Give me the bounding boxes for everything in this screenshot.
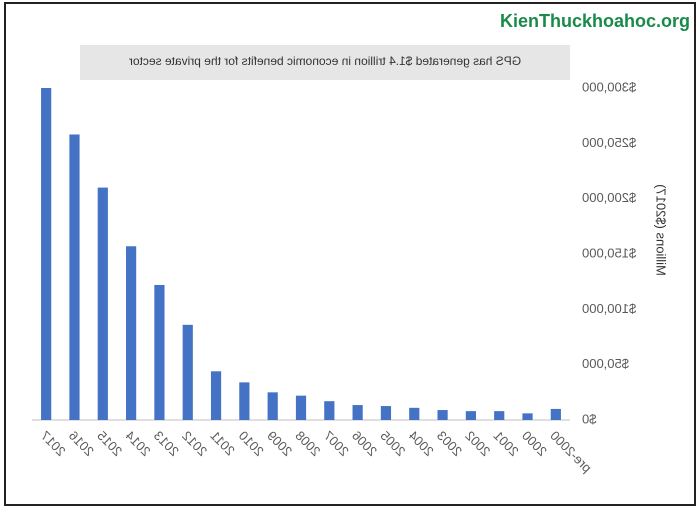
bar	[324, 401, 335, 420]
bar	[267, 392, 278, 420]
bar	[550, 408, 561, 420]
bar	[380, 406, 392, 420]
y-tick-label: $0	[582, 411, 596, 426]
bar	[437, 410, 448, 420]
bar	[182, 324, 193, 420]
bar	[154, 284, 165, 420]
watermark: KienThuckhoahoc.org	[500, 11, 690, 31]
y-tick-label: $200,000	[582, 190, 636, 205]
y-tick-label: $300,000	[582, 79, 636, 94]
y-tick-label: $100,000	[582, 301, 636, 316]
chart-title: GPS has generated $1.4 trillion in econo…	[129, 54, 521, 68]
bar	[352, 405, 363, 420]
bar	[522, 413, 533, 420]
y-axis-title: Millions ($2017)	[654, 184, 669, 276]
bar	[409, 407, 420, 420]
frame	[4, 2, 696, 506]
bar	[97, 187, 108, 420]
y-tick-label: $150,000	[582, 245, 636, 260]
bar	[126, 246, 137, 420]
bar	[69, 134, 80, 421]
y-tick-label: $250,000	[582, 135, 636, 150]
title-box	[80, 45, 570, 80]
y-tick-label: $50,000	[582, 356, 629, 371]
bar	[465, 411, 476, 420]
bar	[210, 371, 222, 420]
bar	[41, 88, 52, 420]
bar	[494, 411, 505, 420]
bar	[239, 382, 250, 420]
bar	[295, 395, 307, 420]
